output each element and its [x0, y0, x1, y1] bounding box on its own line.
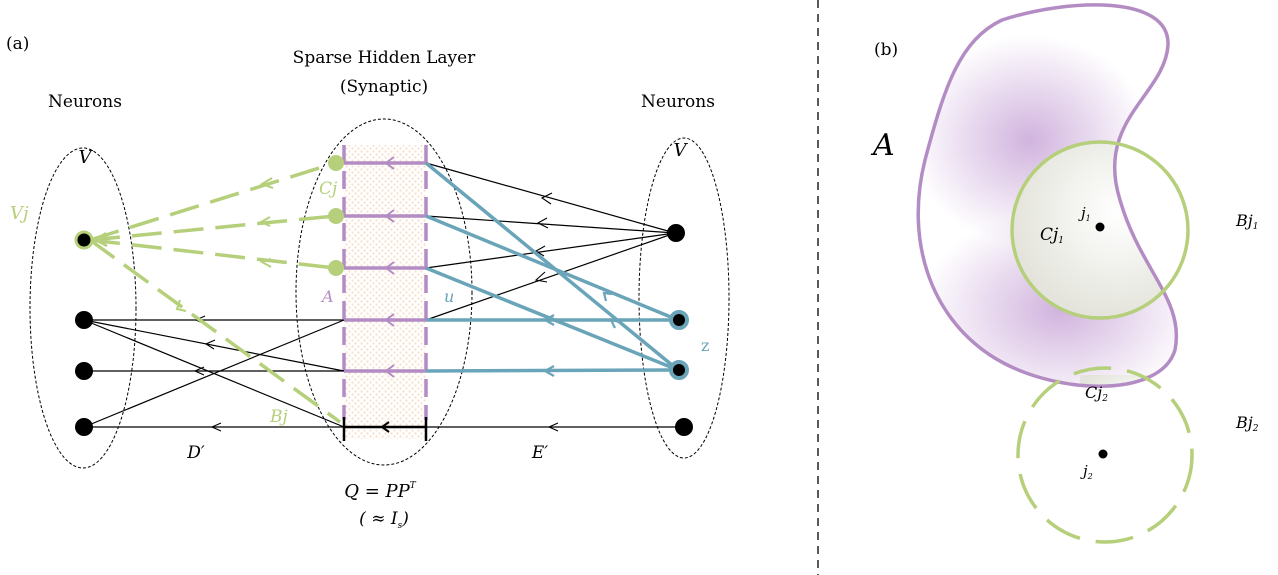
blue-arrowheads [542, 291, 621, 377]
green-arrowheads [93, 177, 274, 312]
d-prime-label: D′ [186, 443, 205, 463]
bj-label: Bj [269, 407, 288, 427]
right-neurons-title: Neurons [641, 92, 715, 112]
set-a-label: A [870, 128, 895, 163]
green-hidden-nodes [328, 155, 344, 276]
hidden-layer-title: Sparse Hidden Layer [293, 48, 477, 68]
left-neurons [74, 230, 94, 436]
cj2-label: Cj2 [1085, 383, 1108, 404]
green-connections [88, 161, 342, 424]
neuron [75, 311, 93, 329]
region-cj1-circle [1010, 140, 1190, 320]
region-bj2-circle [1016, 366, 1194, 544]
blue-connections [424, 161, 680, 373]
e-prime-label: E′ [531, 443, 548, 463]
panel-a: (a) Sparse Hidden Layer (Synaptic) Neuro… [6, 34, 730, 531]
panel-b-label: (b) [874, 40, 898, 60]
left-set-label: V [79, 147, 94, 168]
vj-label: Vj [10, 203, 29, 224]
right-set-label: V [674, 140, 689, 161]
z-label: z [701, 336, 709, 355]
j2-label: j2 [1080, 462, 1093, 481]
output-bar [342, 417, 428, 441]
set-a-region [916, 3, 1179, 388]
a-label: A [320, 287, 334, 306]
right-neurons [667, 224, 693, 436]
j1-label: j1 [1078, 204, 1091, 223]
approx-identity: ( ≈ Is) [359, 509, 409, 531]
neuron [667, 224, 685, 242]
neuron-z [669, 360, 689, 380]
cj-label: Cj [319, 179, 338, 199]
left-neuron-set [29, 147, 137, 469]
hidden-layer-set [295, 118, 473, 466]
neuron-z [669, 310, 689, 330]
q-equation: Q = PPT [344, 481, 417, 502]
black-connections [83, 162, 684, 428]
neuron [75, 362, 93, 380]
panel-a-label: (a) [6, 34, 29, 54]
neuron [75, 418, 93, 436]
hidden-layer-subtitle: (Synaptic) [340, 77, 428, 97]
u-label: u [444, 287, 454, 306]
right-neuron-set [638, 137, 730, 459]
hidden-bar-arrows [384, 156, 395, 378]
synaptic-strip [344, 145, 426, 439]
bj1-label: Bj1 [1235, 211, 1258, 232]
neuron [675, 418, 693, 436]
black-arrowheads [193, 192, 559, 432]
neuron-vj [74, 230, 94, 250]
bj2-label: Bj2 [1235, 413, 1259, 434]
point-j1 [1095, 222, 1105, 232]
left-neurons-title: Neurons [48, 92, 122, 112]
panel-b: (b) A j1 Cj1 Bj1 Cj2 j2 Bj2 [870, 3, 1259, 544]
point-j2 [1098, 449, 1108, 459]
cj1-label: Cj1 [1040, 225, 1064, 246]
